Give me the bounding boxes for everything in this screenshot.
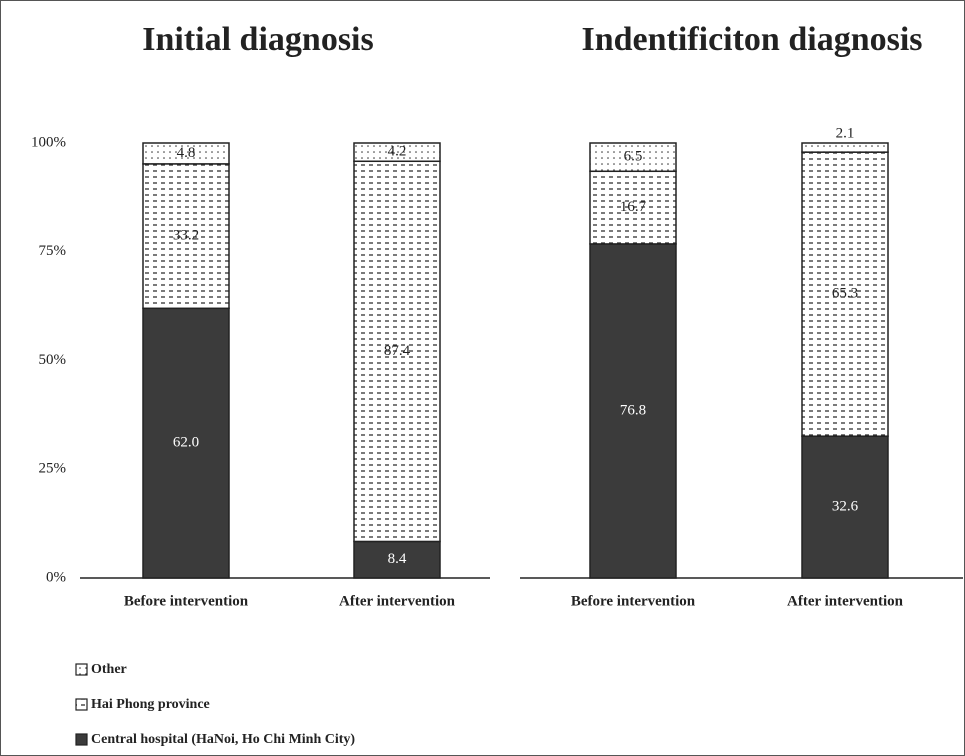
legend-label: Other <box>91 662 127 677</box>
data-label: 4.2 <box>388 144 407 160</box>
x-tick-label: After intervention <box>339 593 456 609</box>
y-tick-label: 75% <box>39 243 67 259</box>
x-tick-label: Before intervention <box>124 593 249 609</box>
bar-segment <box>142 142 230 165</box>
x-tick-label: After intervention <box>787 593 904 609</box>
legend-swatch <box>75 733 88 746</box>
data-label: 16.7 <box>620 199 647 215</box>
data-label: 2.1 <box>836 125 855 141</box>
chart-title: Indentificiton diagnosis <box>581 21 922 58</box>
y-tick-label: 100% <box>31 134 66 150</box>
data-label: 4.8 <box>177 145 196 161</box>
bar-segment <box>801 142 889 153</box>
x-tick-label: Before intervention <box>571 593 696 609</box>
data-label: 65.3 <box>832 286 858 302</box>
bar-segment <box>589 142 677 173</box>
y-tick-label: 25% <box>39 461 67 477</box>
bar-segment <box>589 170 677 245</box>
y-tick-label: 50% <box>39 352 67 368</box>
data-label: 76.8 <box>620 402 646 418</box>
legend-swatch <box>75 663 88 676</box>
legend-swatch <box>75 698 88 711</box>
data-label: 33.2 <box>173 228 199 244</box>
legend-label: Central hospital (HaNoi, Ho Chi Minh Cit… <box>91 732 355 747</box>
bar-segment <box>801 151 889 437</box>
data-label: 32.6 <box>832 499 859 515</box>
chart-title: Initial diagnosis <box>142 21 373 58</box>
bar-segment <box>353 142 441 163</box>
y-tick-label: 0% <box>46 569 66 585</box>
bar-segment <box>353 540 441 579</box>
bar-segment <box>353 160 441 543</box>
legend-label: Hai Phong province <box>91 697 210 712</box>
bar-segment <box>142 307 230 579</box>
data-label: 87.4 <box>384 343 411 359</box>
bar-segment <box>142 163 230 310</box>
bar-segment <box>801 435 889 579</box>
data-label: 6.5 <box>624 149 643 165</box>
data-label: 62.0 <box>173 435 199 451</box>
data-label: 8.4 <box>388 551 407 567</box>
